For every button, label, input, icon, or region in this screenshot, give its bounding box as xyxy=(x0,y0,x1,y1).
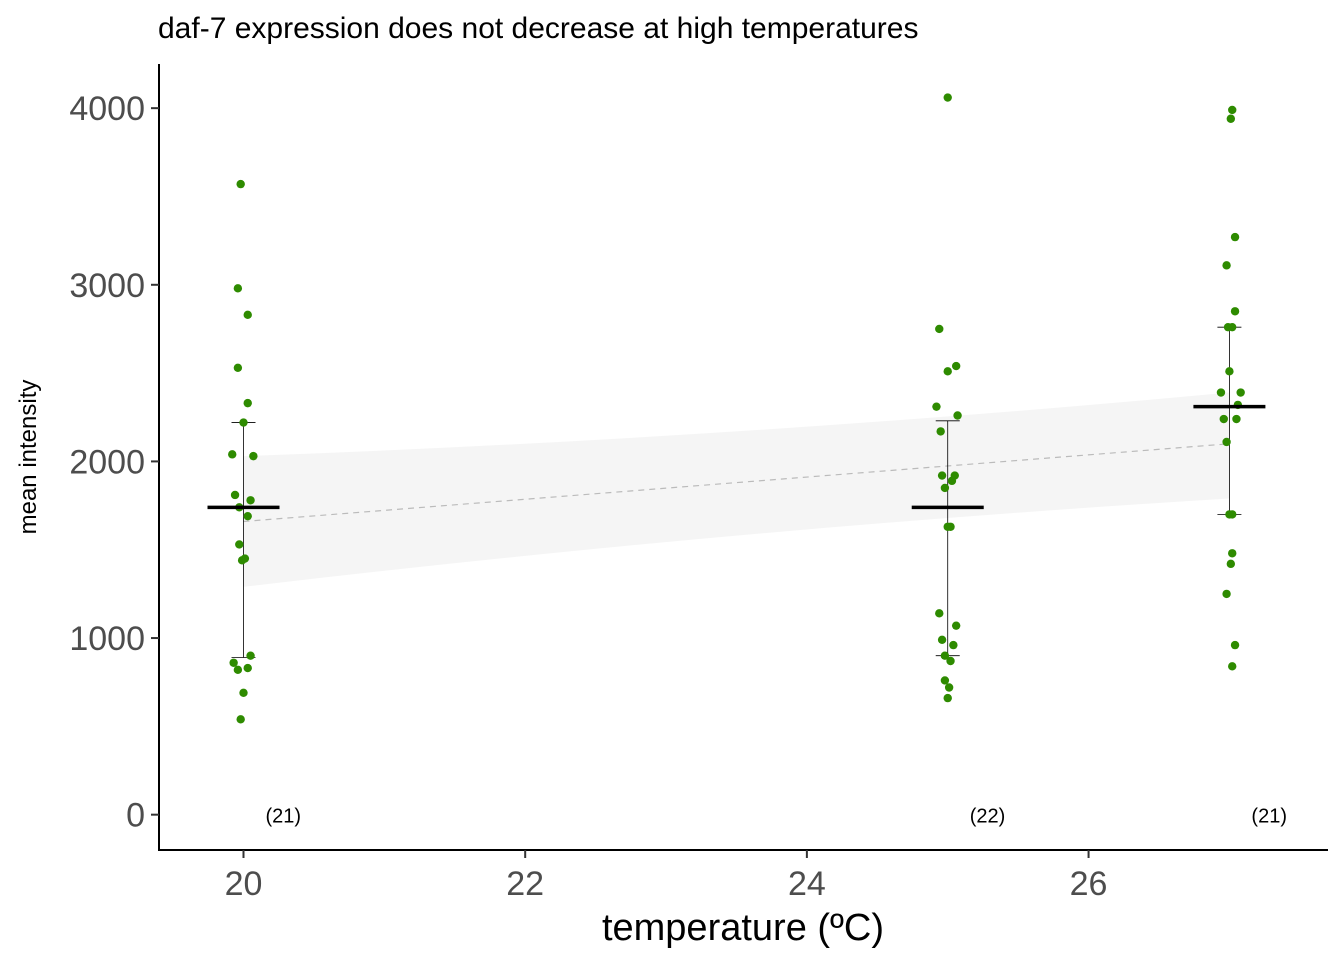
data-point xyxy=(233,284,243,293)
axes-layer xyxy=(158,64,1328,851)
data-point xyxy=(940,676,950,685)
x-ticks-layer: 20 22 24 26 xyxy=(225,850,1108,903)
data-point xyxy=(1222,437,1231,447)
data-point xyxy=(935,324,944,334)
data-point xyxy=(1228,510,1237,519)
data-point xyxy=(940,651,950,660)
sample-size-label: (21) xyxy=(1251,806,1287,828)
data-point xyxy=(937,635,947,645)
y-tick-label: 2000 xyxy=(69,443,145,481)
x-tick-label: 20 xyxy=(225,865,263,903)
data-point xyxy=(1230,640,1240,650)
data-point xyxy=(228,450,237,459)
data-point xyxy=(233,363,243,373)
y-axis-title: mean intensity xyxy=(15,380,42,535)
data-point xyxy=(953,411,962,420)
data-point xyxy=(943,93,952,102)
data-point xyxy=(235,540,244,549)
data-point xyxy=(1222,589,1231,599)
data-point xyxy=(943,693,952,703)
data-point xyxy=(937,471,947,480)
x-tick-label: 26 xyxy=(1070,865,1108,903)
data-point xyxy=(246,651,255,660)
data-point xyxy=(243,663,252,673)
data-point xyxy=(1222,261,1231,270)
data-point xyxy=(1226,114,1236,123)
data-point xyxy=(1230,232,1240,242)
data-point xyxy=(233,665,243,675)
data-point xyxy=(943,367,952,376)
data-point xyxy=(947,476,957,486)
data-point xyxy=(1230,307,1240,316)
data-point xyxy=(249,451,258,461)
y-tick-label: 1000 xyxy=(69,620,145,658)
sample-size-label: (21) xyxy=(266,806,302,828)
data-point xyxy=(1216,388,1226,397)
confidence-ribbon-layer xyxy=(243,392,1230,587)
data-point xyxy=(936,427,945,436)
y-ticks-layer: 0 1000 2000 3000 4000 xyxy=(69,90,159,835)
x-axis-title: temperature (ºC) xyxy=(602,907,884,949)
data-point xyxy=(940,483,950,493)
data-point xyxy=(946,522,955,531)
data-point xyxy=(944,683,954,692)
chart-title: daf-7 expression does not decrease at hi… xyxy=(158,12,918,45)
y-tick-label: 4000 xyxy=(69,90,145,128)
data-point xyxy=(240,554,250,563)
data-point xyxy=(246,496,255,505)
data-point xyxy=(230,490,240,500)
y-tick-label: 3000 xyxy=(69,267,145,305)
data-point xyxy=(1236,388,1245,397)
data-point xyxy=(1228,662,1237,671)
data-point xyxy=(229,658,238,667)
data-point xyxy=(951,361,961,371)
data-point xyxy=(1228,105,1237,115)
sample-size-label: (22) xyxy=(970,806,1006,828)
data-point xyxy=(946,656,955,666)
n-label-layer: (21) (22) (21) xyxy=(266,806,1287,828)
data-point xyxy=(239,418,248,427)
x-tick-label: 24 xyxy=(788,865,826,903)
data-point xyxy=(1228,549,1237,558)
data-point xyxy=(1225,367,1234,376)
data-point xyxy=(935,609,944,618)
mean-layer xyxy=(207,404,1266,510)
data-point xyxy=(951,621,961,630)
data-point xyxy=(236,715,245,724)
points-layer xyxy=(228,93,1245,724)
data-point xyxy=(243,398,252,408)
data-point xyxy=(243,310,252,320)
data-point xyxy=(239,688,248,697)
y-tick-label: 0 xyxy=(126,797,145,835)
data-point xyxy=(1228,322,1237,332)
data-point xyxy=(949,640,958,650)
data-point xyxy=(1219,414,1228,424)
data-point xyxy=(243,511,252,521)
data-point xyxy=(1232,414,1241,424)
data-point xyxy=(1226,559,1236,569)
data-point xyxy=(932,402,941,411)
confidence-ribbon xyxy=(243,392,1230,587)
data-point xyxy=(236,179,245,189)
x-tick-label: 22 xyxy=(506,865,544,903)
